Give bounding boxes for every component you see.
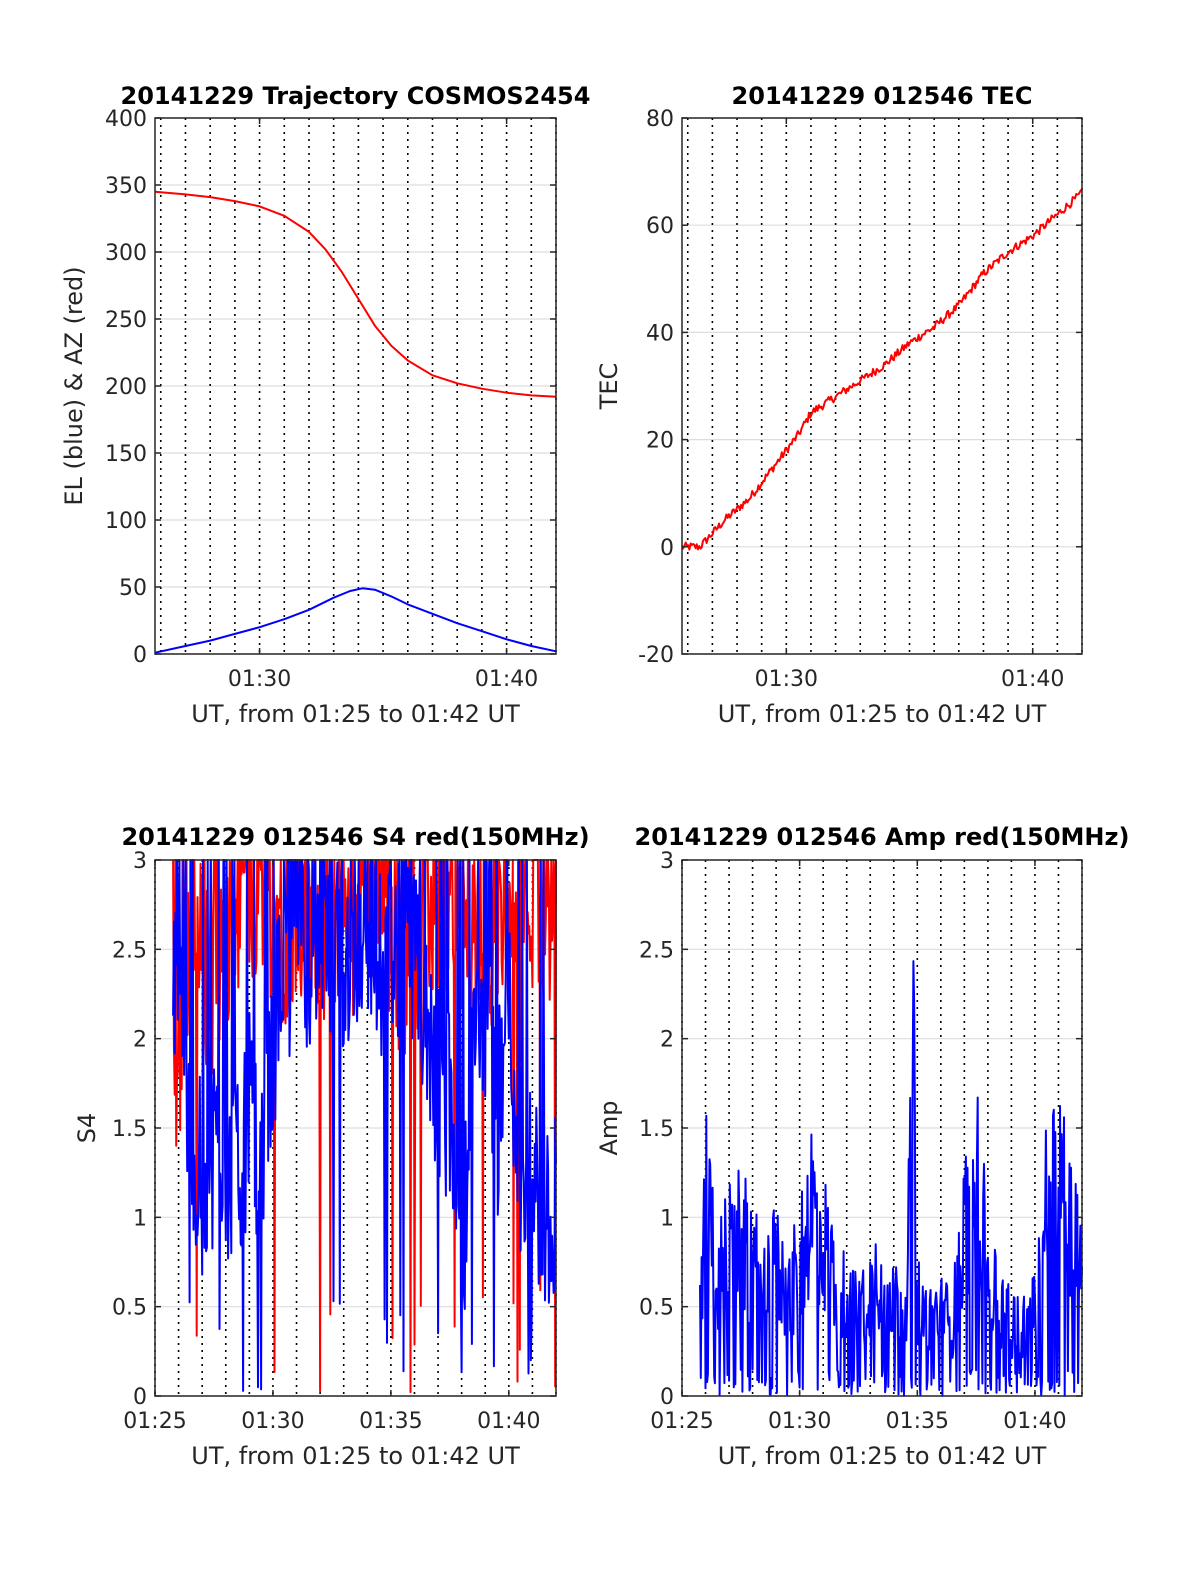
series-line-1	[154, 190, 557, 398]
x-tick-label: 01:35	[359, 1409, 422, 1434]
x-tick-label: 01:25	[650, 1409, 713, 1434]
chart-panel-1: 0 50 100 150 200 250 300 350 400 01:30 01:40 201412…	[60, 82, 590, 728]
y-tick-label: 200	[105, 375, 147, 400]
y-tick-label: 2	[133, 1028, 147, 1053]
x-tick-label: 01:30	[755, 667, 818, 692]
y-tick-label: 3	[660, 849, 674, 874]
x-axis-label: UT, from 01:25 to 01:42 UT	[191, 1442, 520, 1470]
chart-panel-2: -20 0 20 40 60 80 01:30 01:40 20141229 012546 TE…	[595, 82, 1083, 728]
x-tick-label: 01:30	[768, 1409, 831, 1434]
y-tick-label: 350	[105, 174, 147, 199]
x-tick-label: 01:40	[475, 667, 538, 692]
y-tick-label: 2	[660, 1028, 674, 1053]
y-tick-label: 40	[646, 321, 674, 346]
y-tick-label: 100	[105, 509, 147, 534]
y-tick-label: 1	[660, 1206, 674, 1231]
y-tick-label: 1.5	[112, 1117, 147, 1142]
x-tick-label: 01:40	[1001, 667, 1064, 692]
y-tick-label: 1.5	[639, 1117, 674, 1142]
x-axis-label: UT, from 01:25 to 01:42 UT	[718, 1442, 1047, 1470]
x-tick-label: 01:35	[886, 1409, 949, 1434]
y-tick-label: 3	[133, 849, 147, 874]
x-tick-label: 01:40	[1003, 1409, 1066, 1434]
x-axis-label: UT, from 01:25 to 01:42 UT	[718, 700, 1047, 728]
y-axis-label: TEC	[595, 363, 623, 411]
x-tick-label: 01:25	[123, 1409, 186, 1434]
y-tick-label: 0.5	[112, 1296, 147, 1321]
x-tick-label: 01:30	[228, 667, 291, 692]
y-tick-label: 0	[660, 1385, 674, 1410]
chart-panel-3: 0 0.5 1 1.5 2 2.5 3 01:25 01:30 01:35 01:40 2014122…	[73, 823, 590, 1470]
chart-panel-4: 0 0.5 1 1.5 2 2.5 3 01:25 01:30 01:35 01:40 2014122…	[595, 823, 1129, 1470]
series-line-1	[699, 960, 1083, 1397]
series-line-1	[681, 189, 1083, 551]
y-tick-label: 150	[105, 442, 147, 467]
y-tick-label: 0.5	[639, 1296, 674, 1321]
y-tick-label: 50	[119, 576, 147, 601]
axes-box	[681, 117, 1083, 655]
y-tick-label: 20	[646, 429, 674, 454]
y-tick-label: 80	[646, 107, 674, 132]
x-tick-label: 01:40	[477, 1409, 540, 1434]
y-axis-label: Amp	[595, 1100, 623, 1155]
chart-title: 20141229 Trajectory COSMOS2454	[121, 82, 591, 110]
y-tick-label: 1	[133, 1206, 147, 1231]
y-tick-label: 2.5	[112, 938, 147, 963]
y-axis-label: EL (blue) & AZ (red)	[60, 266, 88, 505]
y-tick-label: 300	[105, 241, 147, 266]
chart-title: 20141229 012546 S4 red(150MHz)	[121, 823, 589, 851]
x-tick-label: 01:30	[241, 1409, 304, 1434]
chart-title: 20141229 012546 Amp red(150MHz)	[635, 823, 1130, 851]
series-line-2	[154, 587, 557, 654]
y-axis-label: S4	[73, 1113, 101, 1144]
y-tick-label: 60	[646, 214, 674, 239]
x-axis-label: UT, from 01:25 to 01:42 UT	[191, 700, 520, 728]
y-tick-label: 0	[660, 536, 674, 561]
chart-title: 20141229 012546 TEC	[732, 82, 1033, 110]
y-tick-label: 400	[105, 107, 147, 132]
y-tick-label: 0	[133, 643, 147, 668]
y-tick-label: 0	[133, 1385, 147, 1410]
y-tick-label: -20	[638, 643, 674, 668]
series-line-2	[172, 859, 557, 1392]
y-tick-label: 2.5	[639, 938, 674, 963]
y-tick-label: 250	[105, 308, 147, 333]
